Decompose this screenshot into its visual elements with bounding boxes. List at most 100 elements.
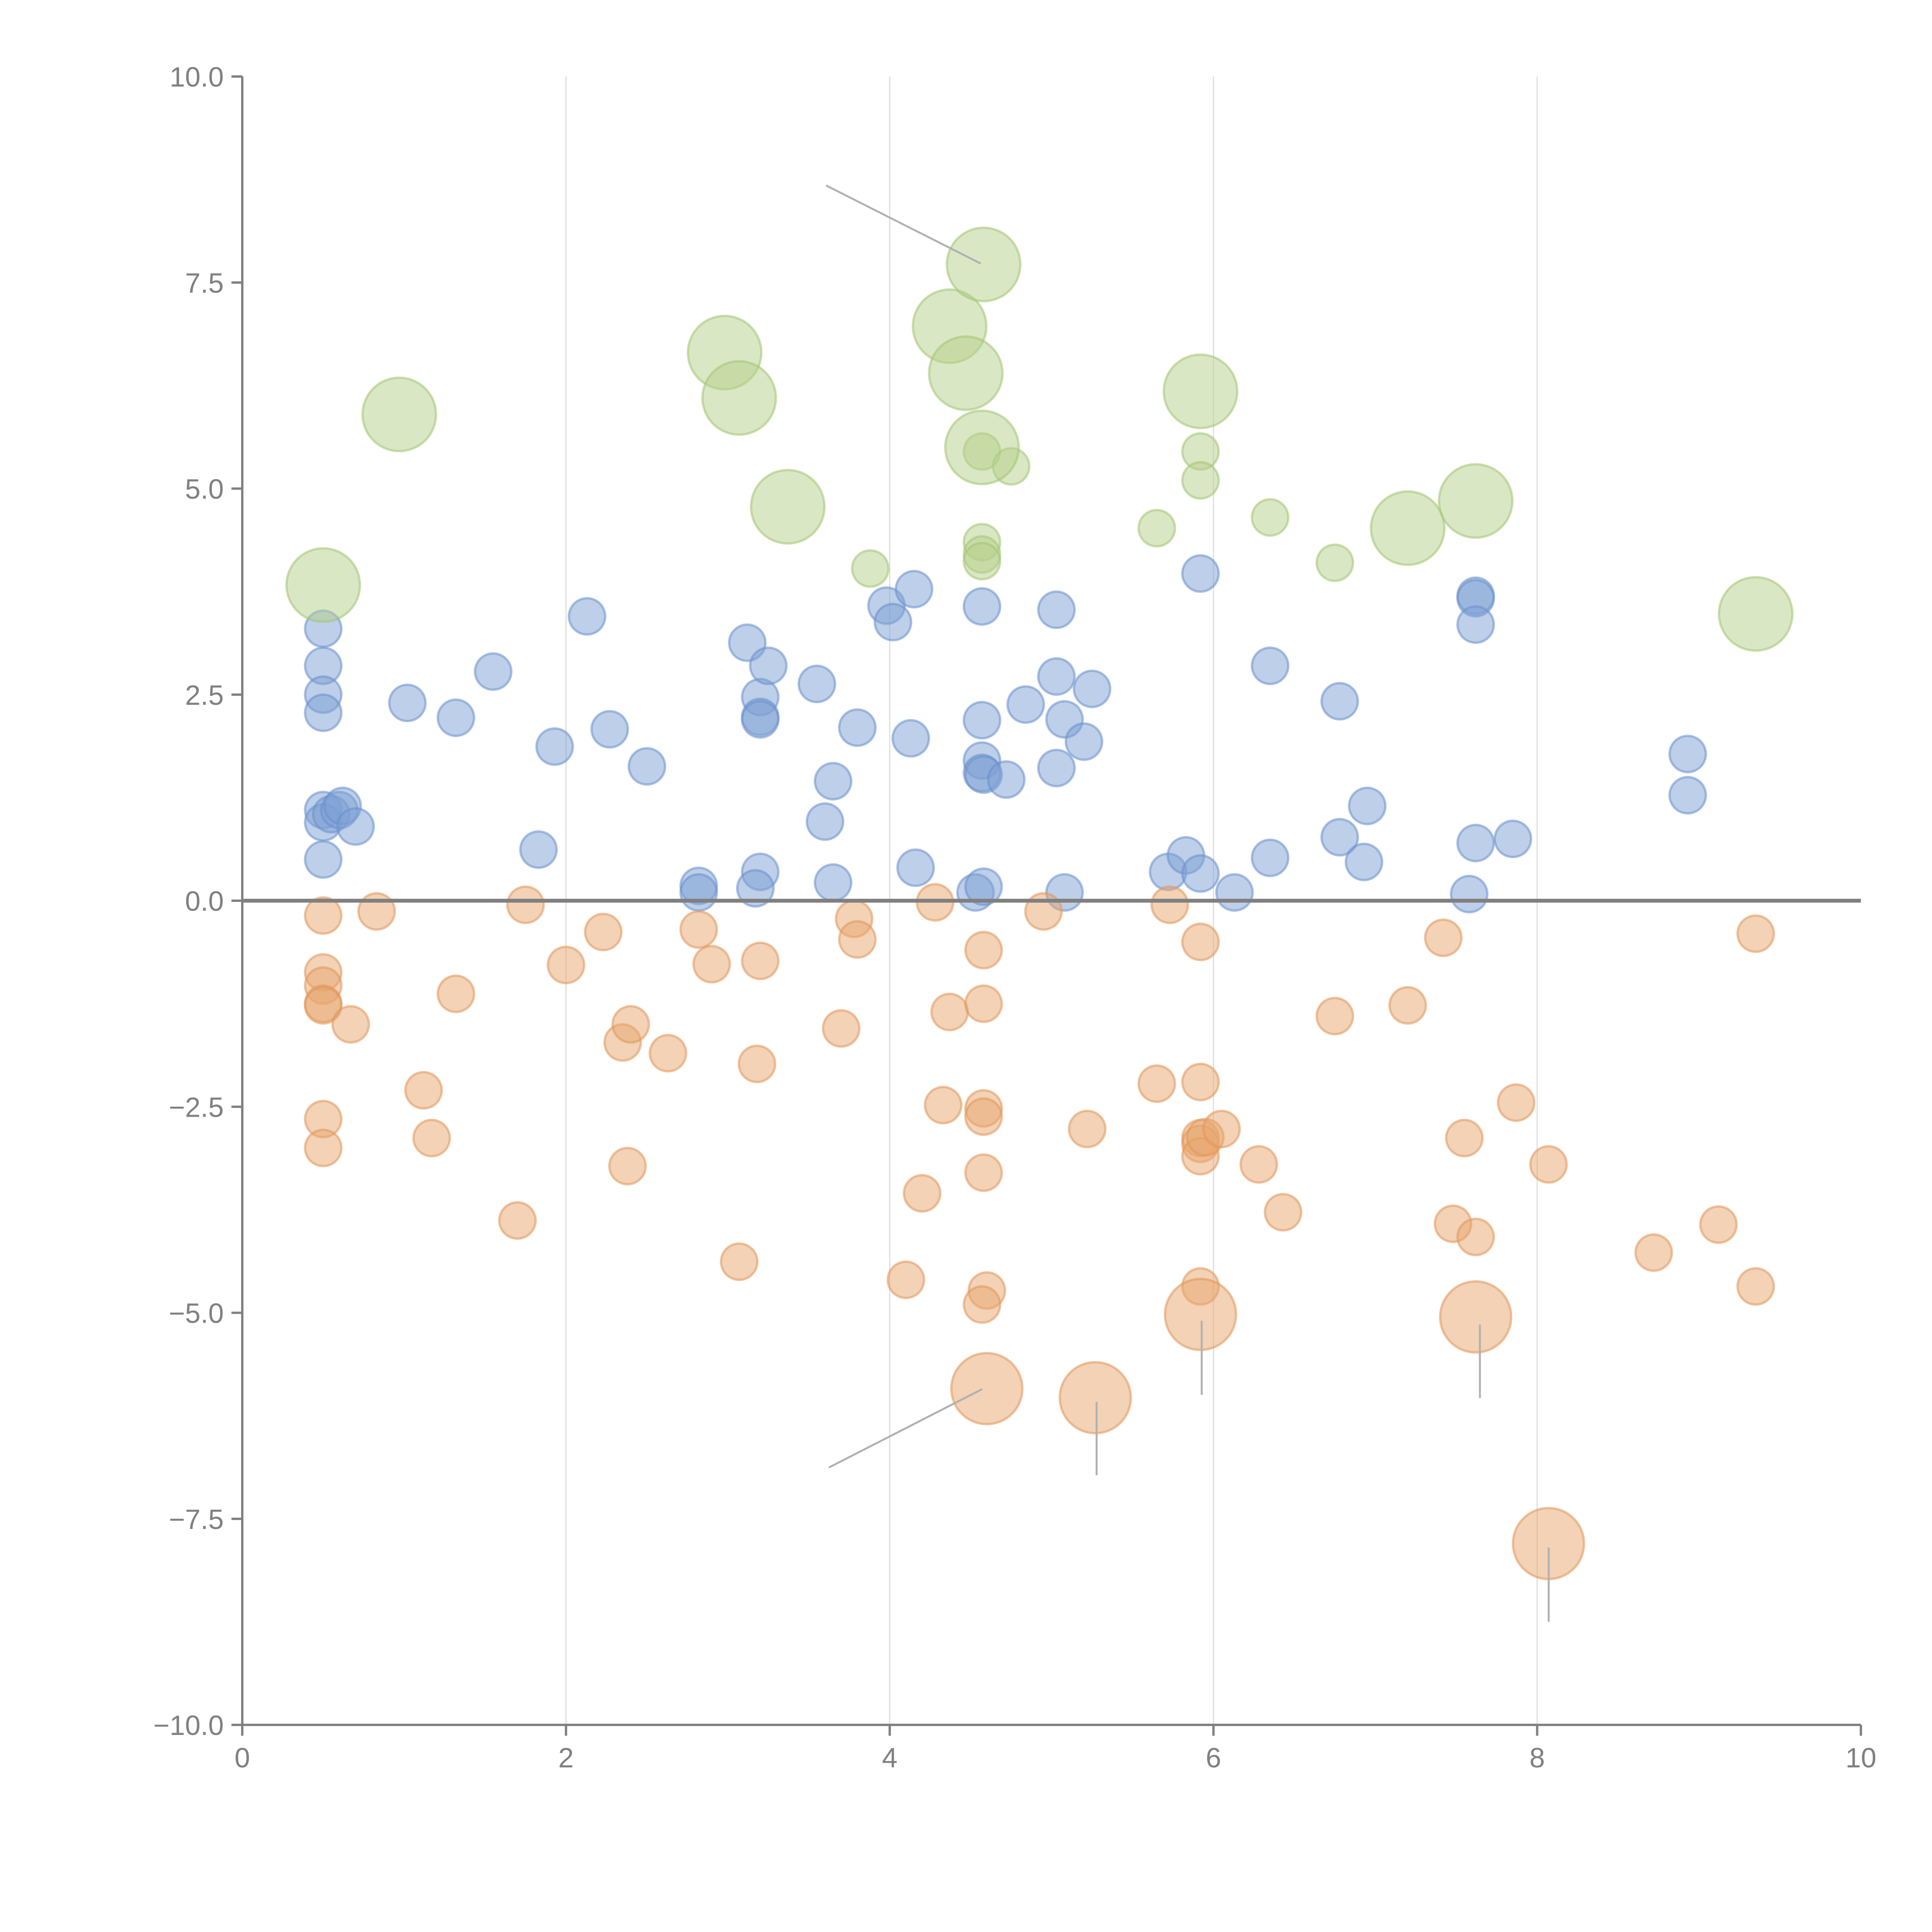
green-data-point <box>928 335 1004 411</box>
orange-data-point <box>498 1201 537 1240</box>
orange-data-point <box>357 892 396 931</box>
orange-data-point <box>950 1352 1024 1425</box>
orange-data-point <box>304 896 343 935</box>
callout-line <box>825 184 981 265</box>
blue-data-point <box>388 684 427 723</box>
y-tick-label: −7.5 <box>169 1504 224 1535</box>
green-data-point <box>944 409 1020 485</box>
orange-data-point <box>679 910 718 949</box>
blue-data-point <box>519 830 558 869</box>
orange-data-point <box>608 1146 647 1185</box>
blue-data-point <box>1456 823 1495 862</box>
orange-data-point <box>1388 986 1427 1025</box>
blue-data-point <box>1493 820 1532 859</box>
blue-data-point <box>679 873 718 912</box>
orange-data-point <box>412 1119 451 1158</box>
blue-data-point <box>1450 874 1489 913</box>
orange-data-point <box>1068 1109 1107 1148</box>
blue-data-point <box>336 807 375 846</box>
orange-data-point <box>1456 1218 1495 1257</box>
orange-data-point <box>903 1174 942 1213</box>
green-data-point <box>1370 490 1446 566</box>
x-tick-label: 0 <box>235 1743 250 1774</box>
orange-data-point <box>304 986 343 1025</box>
y-ticks: 10.0 7.5 5.0 2.5 0.0 −2.5 −5.0 −7.5 −10.0 <box>153 62 242 1741</box>
blue-data-point <box>628 747 667 786</box>
blue-data-point <box>1668 776 1707 815</box>
green-data-point <box>963 542 1002 581</box>
blue-data-point <box>474 652 513 691</box>
orange-data-point <box>1024 892 1063 931</box>
blue-data-point <box>896 848 935 887</box>
blue-data-point <box>304 840 343 879</box>
green-data-point <box>701 360 777 436</box>
blue-data-point <box>568 597 607 636</box>
orange-data-point <box>1181 922 1220 961</box>
green-data-point <box>285 547 361 623</box>
blue-data-point <box>987 760 1026 799</box>
orange-data-point <box>546 946 585 985</box>
orange-data-point <box>1736 1267 1775 1306</box>
blue-data-point <box>838 708 877 747</box>
blue-data-point <box>304 693 343 732</box>
y-tick-label: 7.5 <box>185 268 224 299</box>
blue-data-point <box>813 863 852 902</box>
blue-data-point <box>1320 818 1359 857</box>
data-points <box>285 226 1794 1580</box>
orange-data-point <box>404 1071 443 1110</box>
y-tick-label: 10.0 <box>170 62 224 93</box>
blue-data-point <box>1065 722 1104 761</box>
x-tick-label: 2 <box>558 1743 574 1774</box>
orange-data-point <box>1424 918 1463 957</box>
orange-data-point <box>611 1005 650 1044</box>
blue-data-point <box>873 603 912 642</box>
blue-data-point <box>1037 657 1076 696</box>
orange-data-point <box>930 992 969 1031</box>
orange-data-point <box>1315 997 1354 1036</box>
orange-data-point <box>1529 1145 1568 1184</box>
y-tick-label: −2.5 <box>169 1092 224 1123</box>
orange-data-point <box>964 930 1003 969</box>
y-tick-label: 0.0 <box>185 886 224 917</box>
green-data-point <box>1718 576 1794 652</box>
blue-data-point <box>436 698 475 737</box>
orange-data-point <box>648 1034 687 1073</box>
y-tick-label: −5.0 <box>169 1298 224 1329</box>
blue-data-point <box>741 700 780 739</box>
orange-data-point <box>720 1242 759 1281</box>
green-data-point <box>946 226 1022 303</box>
orange-data-point <box>821 1009 861 1048</box>
orange-data-point <box>964 984 1003 1023</box>
orange-data-point <box>1239 1145 1278 1184</box>
blue-data-point <box>1037 748 1076 787</box>
orange-data-point <box>741 941 780 980</box>
blue-data-point <box>1456 605 1495 644</box>
x-tick-label: 4 <box>882 1743 898 1774</box>
blue-data-point <box>963 587 1002 626</box>
orange-data-point <box>964 1153 1003 1192</box>
green-data-point <box>1181 461 1220 500</box>
blue-data-point <box>1073 669 1112 708</box>
blue-data-point <box>806 802 845 841</box>
label-callouts <box>825 184 1550 1622</box>
blue-data-point <box>1006 685 1045 724</box>
blue-data-point <box>1348 786 1387 825</box>
orange-data-point <box>964 1097 1003 1136</box>
orange-data-point <box>1181 1063 1220 1102</box>
orange-data-point <box>584 913 623 952</box>
blue-data-point <box>1344 842 1383 881</box>
orange-data-point <box>1137 1064 1176 1103</box>
blue-data-point <box>1037 590 1076 629</box>
blue-data-point <box>1251 838 1290 878</box>
orange-data-point <box>331 1005 370 1044</box>
blue-data-point <box>1181 854 1220 893</box>
blue-data-point <box>749 646 788 685</box>
blue-data-point <box>813 762 852 801</box>
orange-data-point <box>1264 1193 1303 1232</box>
y-tick-label: −10.0 <box>153 1710 224 1741</box>
blue-data-point <box>895 570 934 609</box>
x-tick-label: 10 <box>1845 1743 1876 1774</box>
green-data-point <box>1438 463 1514 539</box>
orange-data-point <box>506 885 545 924</box>
